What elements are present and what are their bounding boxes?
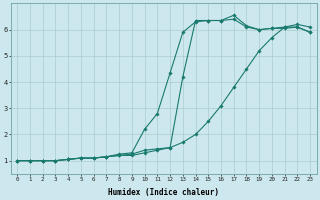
X-axis label: Humidex (Indice chaleur): Humidex (Indice chaleur) [108,188,219,197]
